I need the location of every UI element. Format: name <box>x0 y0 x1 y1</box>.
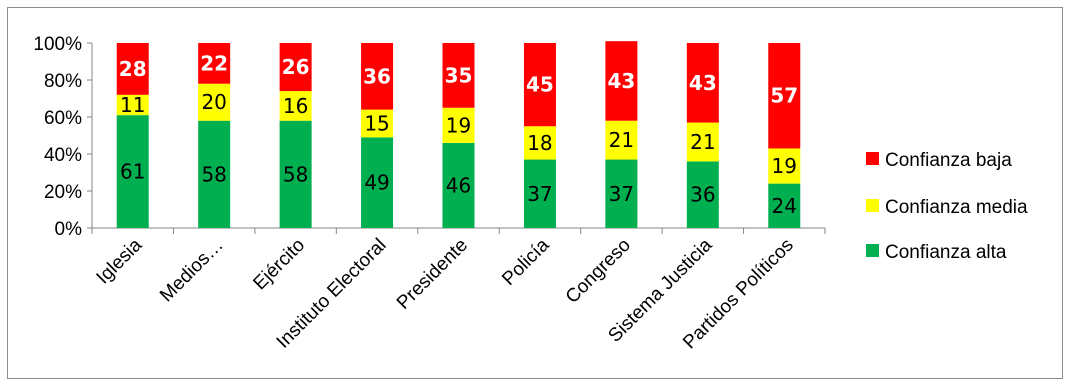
data-label: 22 <box>200 51 228 75</box>
data-label: 11 <box>120 93 145 117</box>
data-label: 61 <box>120 160 145 184</box>
bar-segment <box>768 183 801 228</box>
bar-segment <box>361 137 394 228</box>
data-label: 21 <box>690 130 715 154</box>
bar-segment <box>198 120 231 228</box>
bar-segment <box>279 120 312 228</box>
data-label: 16 <box>283 94 308 118</box>
bar-segment <box>116 115 149 228</box>
bar-segment <box>116 94 149 116</box>
category-label: Policía <box>498 234 553 289</box>
data-label: 57 <box>770 84 798 108</box>
y-tick-label: 80% <box>44 71 82 92</box>
bar-segment <box>768 148 801 184</box>
bar-segment <box>686 122 719 162</box>
data-label: 49 <box>364 171 389 195</box>
bar-segment <box>442 142 475 228</box>
bar-segment <box>279 43 312 92</box>
legend-swatch <box>866 244 879 257</box>
y-tick-label: 0% <box>55 219 83 240</box>
bar-segment <box>605 41 638 121</box>
legend-label: Confianza media <box>885 197 1028 218</box>
data-label: 36 <box>690 183 715 207</box>
data-label: 45 <box>526 73 554 97</box>
bar-segment <box>198 83 231 121</box>
legend-swatch <box>866 152 879 165</box>
data-label: 43 <box>607 69 635 93</box>
data-label: 20 <box>201 90 226 114</box>
data-label: 43 <box>689 71 717 95</box>
bar-segment <box>523 43 556 127</box>
y-tick-label: 100% <box>33 34 82 55</box>
bar-segment <box>523 159 556 228</box>
data-label: 58 <box>283 162 308 186</box>
bar-segment <box>442 43 475 108</box>
data-label: 15 <box>364 111 389 135</box>
category-label: Iglesia <box>93 234 147 288</box>
bar-segment <box>361 43 394 110</box>
bar-segment <box>686 161 719 228</box>
bars: 61 11 28 58 20 22 58 16 26 49 15 36 46 19 35 37 18 45 37 21… <box>116 41 801 228</box>
bar-segment <box>605 120 638 160</box>
y-tick-label: 60% <box>44 108 82 129</box>
data-label: 26 <box>282 55 310 79</box>
data-label: 37 <box>609 182 634 206</box>
category-label: Presidente <box>393 235 472 314</box>
category-label: Ejército <box>249 235 309 295</box>
data-label: 19 <box>446 113 471 137</box>
bar-segment <box>116 43 149 95</box>
data-label: 19 <box>772 154 797 178</box>
bar-segment <box>361 109 394 138</box>
data-label: 36 <box>363 64 391 88</box>
bar-segment <box>768 43 801 149</box>
legend-label: Confianza alta <box>885 242 1007 263</box>
bar-segment <box>605 159 638 228</box>
data-label: 58 <box>201 162 226 186</box>
data-label: 46 <box>446 173 471 197</box>
bar-segment <box>523 126 556 160</box>
legend-swatch <box>866 199 879 212</box>
data-label: 35 <box>445 63 473 87</box>
bar-segment <box>442 107 475 143</box>
bar-segment <box>198 43 231 84</box>
data-label: 24 <box>772 194 797 218</box>
legend: Confianza baja Confianza media Confianza a… <box>866 150 1028 263</box>
category-label: Medios… <box>156 235 228 307</box>
y-tick-label: 40% <box>44 145 82 166</box>
bar-segment <box>686 43 719 123</box>
category-label: Congreso <box>562 235 635 308</box>
data-label: 21 <box>609 128 634 152</box>
y-tick-label: 20% <box>44 182 82 203</box>
data-label: 37 <box>527 182 552 206</box>
data-label: 18 <box>527 131 552 155</box>
data-label: 28 <box>119 57 147 81</box>
bar-segment <box>279 91 312 121</box>
legend-label: Confianza baja <box>885 150 1012 171</box>
